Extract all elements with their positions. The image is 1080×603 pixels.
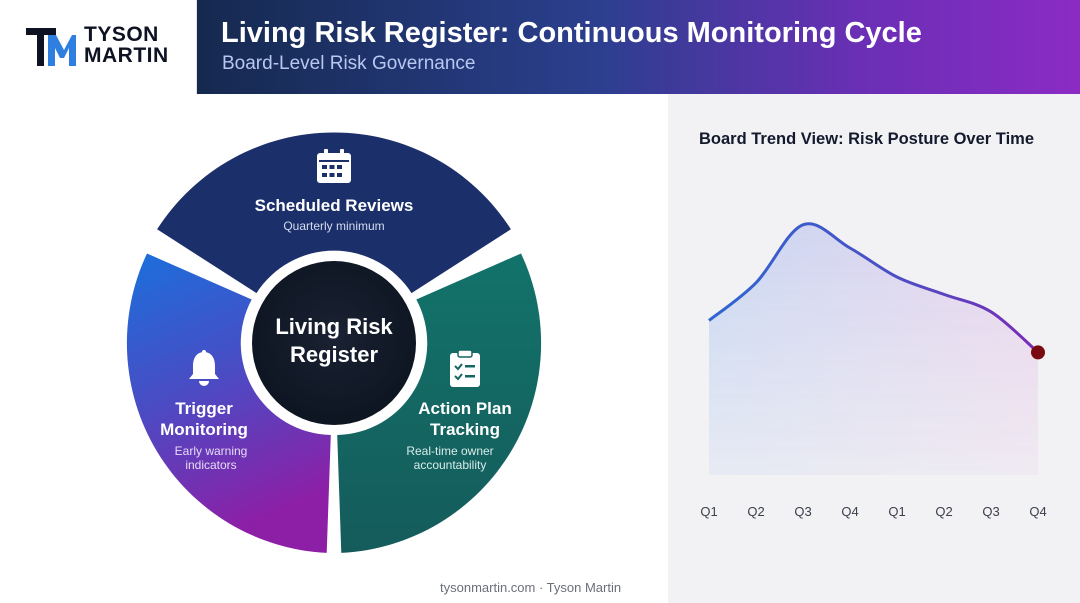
chart-area-fill <box>709 223 1038 475</box>
x-tick-label: Q3 <box>982 504 999 519</box>
trigger-monitoring-title-line-1: Trigger <box>175 399 233 418</box>
x-tick-label: Q4 <box>841 504 858 519</box>
trigger-monitoring-desc-line-2: indicators <box>185 458 236 472</box>
x-tick-label: Q3 <box>794 504 811 519</box>
bell-icon <box>189 350 219 386</box>
calendar-icon <box>317 149 351 183</box>
action-plan-desc-line-2: accountability <box>414 458 487 472</box>
segment-action-plan-tracking <box>337 253 542 553</box>
chart-endpoint-marker <box>1031 345 1045 360</box>
segment-scheduled-reviews <box>157 132 511 294</box>
x-tick-label: Q2 <box>747 504 764 519</box>
action-plan-title-line-2: Tracking <box>430 420 500 439</box>
logo-wordmark: TYSON MARTIN <box>84 24 169 66</box>
scheduled-reviews-title: Scheduled Reviews <box>255 196 414 215</box>
center-hub <box>252 261 416 425</box>
trigger-monitoring-title-line-2: Monitoring <box>160 420 248 439</box>
tm-logo-mark-icon <box>26 28 76 66</box>
page-title: Living Risk Register: Continuous Monitor… <box>221 17 922 49</box>
x-tick-label: Q1 <box>888 504 905 519</box>
page-subtitle: Board-Level Risk Governance <box>222 53 476 74</box>
x-tick-label: Q1 <box>700 504 717 519</box>
risk-posture-chart: Q1 Q2 Q3 Q4 Q1 Q2 Q3 Q4 <box>700 222 1047 519</box>
center-label-line-1: Living Risk <box>275 314 393 339</box>
chart-title: Board Trend View: Risk Posture Over Time <box>699 130 1035 148</box>
center-label-line-2: Register <box>290 342 378 367</box>
logo-line-1: TYSON <box>84 23 159 46</box>
logo-line-2: MARTIN <box>84 44 169 67</box>
clipboard-check-icon <box>450 349 480 387</box>
scheduled-reviews-desc: Quarterly minimum <box>283 219 384 233</box>
chart-series-line <box>708 222 1039 354</box>
action-plan-desc-line-1: Real-time owner <box>406 444 493 458</box>
logo: TYSON MARTIN <box>0 0 197 94</box>
action-plan-title-line-1: Action Plan <box>418 399 512 418</box>
x-tick-label: Q2 <box>935 504 952 519</box>
footer-credit: tysonmartin.com · Tyson Martin <box>440 580 622 595</box>
monitoring-cycle-diagram: Living Risk Register Scheduled Reviews Q… <box>126 132 542 553</box>
header-banner: Living Risk Register: Continuous Monitor… <box>197 0 1080 94</box>
x-tick-label: Q4 <box>1029 504 1046 519</box>
trigger-monitoring-desc-line-1: Early warning <box>175 444 248 458</box>
segment-trigger-monitoring <box>126 253 331 553</box>
